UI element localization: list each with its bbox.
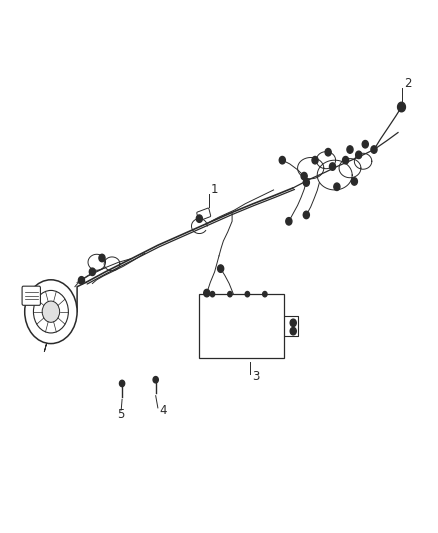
Circle shape [78, 277, 85, 284]
Circle shape [347, 146, 353, 154]
Bar [199, 294, 285, 358]
Text: 5: 5 [117, 408, 124, 421]
Circle shape [398, 102, 406, 112]
Circle shape [33, 290, 68, 333]
Circle shape [329, 163, 336, 170]
Circle shape [204, 289, 210, 297]
Circle shape [263, 292, 267, 297]
Circle shape [351, 177, 357, 185]
Text: 1: 1 [211, 183, 218, 196]
Circle shape [228, 292, 232, 297]
Circle shape [153, 376, 158, 383]
Circle shape [120, 380, 125, 386]
Circle shape [279, 157, 286, 164]
Circle shape [301, 172, 307, 180]
FancyBboxPatch shape [197, 208, 211, 221]
Circle shape [312, 157, 318, 164]
Circle shape [303, 211, 309, 219]
FancyBboxPatch shape [22, 286, 40, 305]
Circle shape [290, 319, 296, 327]
Circle shape [245, 292, 250, 297]
Circle shape [371, 146, 377, 154]
Circle shape [196, 215, 202, 222]
Circle shape [210, 292, 215, 297]
Text: 2: 2 [404, 77, 411, 91]
Circle shape [290, 327, 296, 335]
Circle shape [286, 217, 292, 225]
Circle shape [334, 183, 340, 190]
Text: 4: 4 [159, 405, 167, 417]
Circle shape [356, 151, 362, 159]
Text: 3: 3 [253, 370, 260, 383]
Circle shape [42, 301, 60, 322]
Circle shape [362, 141, 368, 148]
Circle shape [325, 149, 331, 156]
Circle shape [303, 179, 309, 186]
Circle shape [343, 157, 349, 164]
Circle shape [218, 265, 224, 272]
Circle shape [99, 254, 105, 262]
Circle shape [89, 268, 95, 276]
Circle shape [25, 280, 77, 344]
